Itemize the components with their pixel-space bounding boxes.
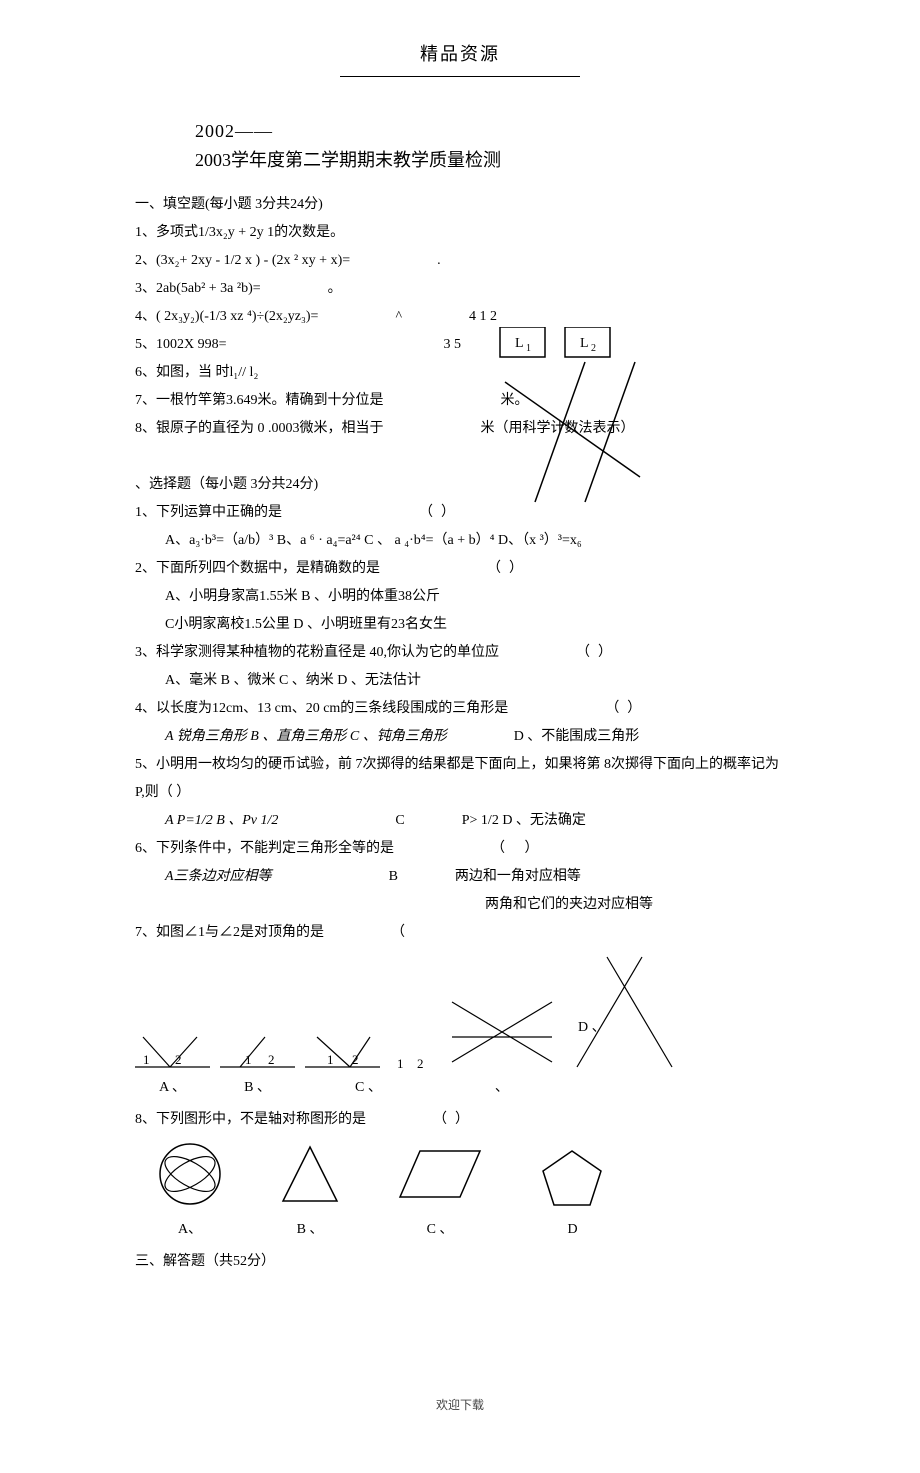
q8-fig-d: D	[535, 1143, 610, 1238]
header-brand: 精品资源	[135, 40, 785, 66]
doc-title: 2002—— 2003学年度第二学期期末教学质量检测	[195, 117, 785, 175]
header-underline	[340, 76, 580, 77]
svg-text:L: L	[515, 336, 524, 351]
s1-q7: 7、一根竹竿第3.649米。精确到十分位是 米。	[135, 387, 785, 415]
title-line2: 2003学年度第二学期期末教学质量检测	[195, 150, 501, 170]
s1-q3: 3、2ab(5ab² + 3a ²b)= 。	[135, 275, 785, 303]
s1-q4: 4、( 2x₃y₂)(-1/3 xz ⁴)÷(2x₂yz₃)= ^ 4 1 2	[135, 303, 785, 331]
s2-q2: 2、下面所列四个数据中，是精确数的是 （）	[135, 555, 785, 583]
title-year1: 2002——	[195, 121, 273, 141]
q7-fig-label12: 1 2	[392, 1036, 437, 1096]
s2-q3a: A、毫米 B 、微米 C 、纳米 D 、无法估计	[165, 667, 785, 695]
parallel-lines-figure: L 1 L 2	[490, 327, 650, 507]
q8-fig-b: B 、	[275, 1139, 345, 1238]
q7-fig-x1: 、	[447, 992, 557, 1096]
q7-fig-d: D 、	[567, 952, 677, 1096]
s2-q5a: A P=1/2 B 、Pv 1/2 C P> 1/2 D 、无法确定	[165, 807, 785, 835]
s2-q6ab: A三条边对应相等 B 两边和一角对应相等	[165, 863, 785, 891]
s2-q8: 8、下列图形中，不是轴对称图形的是 （）	[135, 1106, 785, 1134]
svg-text:L: L	[580, 336, 589, 351]
svg-text:1: 1	[143, 1052, 150, 1067]
footer: 欢迎下载	[135, 1396, 785, 1413]
q8-fig-c: C 、	[395, 1139, 485, 1238]
s1-q5: 5、1002X 998= 3 5	[135, 331, 785, 359]
s1-q6: 6、如图，当 时l₁// l₂	[135, 359, 785, 387]
svg-text:1: 1	[245, 1052, 252, 1067]
svg-text:2: 2	[591, 343, 596, 354]
s2-q4: 4、以长度为12cm、13 cm、20 cm的三条线段围成的三角形是 （）	[135, 695, 785, 723]
s2-q7: 7、如图∠1与∠2是对顶角的是 （	[135, 919, 785, 947]
s2-q2a: A、小明身家高1.55米 B 、小明的体重38公斤	[165, 583, 785, 611]
q7-fig-a: 1 2 A 、	[135, 1032, 210, 1096]
q7-fig-c: 1 2 C 、	[305, 1032, 382, 1096]
q7-fig-b: 1 2 B 、	[220, 1032, 295, 1096]
section3-header: 三、解答题（共52分）	[135, 1248, 785, 1276]
section1-header: 一、填空题(每小题 3分共24分)	[135, 193, 785, 213]
s2-q3: 3、科学家测得某种植物的花粉直径是 40,你认为它的单位应 （）	[135, 639, 785, 667]
s2-q5: 5、小明用一枚均匀的硬币试验，前 7次掷得的结果都是下面向上，如果将第 8次掷得…	[135, 751, 785, 807]
s1-q8: 8、银原子的直径为 0 .0003微米，相当于 米（用科学计数法表示）	[135, 415, 785, 443]
svg-text:2: 2	[268, 1052, 275, 1067]
q8-fig-a: A、	[155, 1139, 225, 1238]
svg-text:1: 1	[397, 1056, 404, 1071]
svg-text:2: 2	[417, 1056, 424, 1071]
s2-q4a: A 锐角三角形 B 、直角三角形 C 、钝角三角形 D 、不能围成三角形	[165, 723, 785, 751]
s2-q2b: C小明家离校1.5公里 D 、小明班里有23名女生	[165, 611, 785, 639]
svg-text:2: 2	[352, 1052, 359, 1067]
section2-header: 、选择题（每小题 3分共24分)	[135, 473, 785, 493]
svg-text:2: 2	[175, 1052, 182, 1067]
svg-text:1: 1	[526, 343, 531, 354]
s1-q2: 2、(3x₂+ 2xy - 1/2 x ) - (2x ² xy + x)= .	[135, 247, 785, 275]
s2-q1: 1、下列运算中正确的是 （）	[135, 499, 785, 527]
q7-figures: 1 2 A 、 1 2 B 、	[135, 952, 785, 1096]
s1-q1: 1、多项式1/3x₂y + 2y 1的次数是。	[135, 219, 785, 247]
s2-q1-opts: A、a₃·b³=（a/b）³ B、a ⁶ · a₄=a²⁴ C 、 a ₄·b⁴…	[165, 527, 785, 555]
s2-q6d: 两角和它们的夹边对应相等	[485, 891, 785, 919]
q8-figures: A、 B 、 C 、 D	[155, 1139, 785, 1238]
svg-text:1: 1	[327, 1052, 334, 1067]
s2-q6: 6、下列条件中，不能判定三角形全等的是 （ ）	[135, 835, 785, 863]
